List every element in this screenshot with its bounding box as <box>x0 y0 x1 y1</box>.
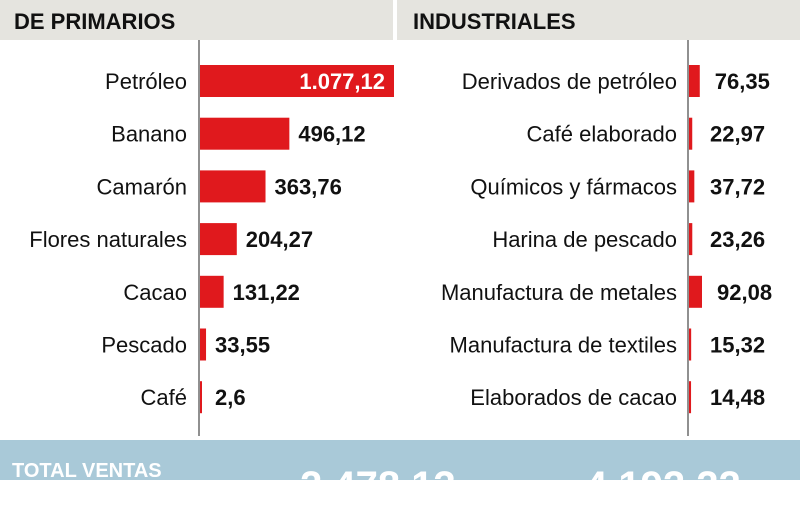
industriales-category-label: Químicos y fármacos <box>470 174 677 199</box>
industriales-value-label: 23,26 <box>710 227 765 252</box>
primarios-bar <box>200 381 202 414</box>
primarios-value-label: 204,27 <box>246 227 313 252</box>
primarios-bar <box>200 275 224 308</box>
primarios-value-label: 2,6 <box>215 385 246 410</box>
primarios-category-label: Cacao <box>123 280 187 305</box>
primarios-value-label: 33,55 <box>215 333 270 358</box>
primarios-category-label: Café <box>141 385 187 410</box>
industriales-bar <box>689 275 702 308</box>
total-sales-footer: TOTAL VENTAS 2.478,13 4.192,22 <box>0 440 800 508</box>
industriales-bar <box>689 223 693 256</box>
industriales-bar <box>689 328 692 361</box>
primarios-header: DE PRIMARIOS <box>0 0 393 40</box>
industriales-value-label: 37,72 <box>710 174 765 199</box>
industriales-category-label: Derivados de petróleo <box>462 69 677 94</box>
industriales-category-label: Café elaborado <box>527 122 677 147</box>
primarios-bar <box>200 328 207 361</box>
primarios-value-label: 496,12 <box>298 122 365 147</box>
industriales-value-label: 76,35 <box>715 69 770 94</box>
primarios-value-label: 363,76 <box>275 174 342 199</box>
industriales-category-label: Harina de pescado <box>492 227 677 252</box>
export-bar-charts: Petróleo 1.077,12 Banano 496,12 Camarón 363,7… <box>29 40 772 436</box>
primarios-title: DE PRIMARIOS <box>14 9 176 34</box>
primarios-bar <box>200 170 266 203</box>
primarios-value-label: 131,22 <box>233 280 300 305</box>
industriales-title: INDUSTRIALES <box>413 9 576 34</box>
primarios-category-label: Pescado <box>101 333 187 358</box>
industriales-value-label: 92,08 <box>717 280 772 305</box>
industriales-category-label: Manufactura de metales <box>441 280 677 305</box>
industriales-value-label: 22,97 <box>710 122 765 147</box>
industriales-header: INDUSTRIALES <box>397 0 800 40</box>
primarios-category-label: Flores naturales <box>29 227 187 252</box>
primarios-bar <box>200 223 237 256</box>
primarios-category-label: Banano <box>111 122 187 147</box>
industriales-category-label: Elaborados de cacao <box>470 385 677 410</box>
industriales-bar <box>689 117 693 150</box>
primarios-value-label: 1.077,12 <box>299 69 385 94</box>
industriales-value-label: 14,48 <box>710 385 765 410</box>
primarios-category-label: Camarón <box>97 174 187 199</box>
total-sales-label: TOTAL VENTAS <box>12 460 162 482</box>
total-primarios-value: 2.478,13 <box>300 464 456 508</box>
panel-divider <box>393 0 397 440</box>
primarios-category-label: Petróleo <box>105 69 187 94</box>
industriales-bar <box>689 381 692 414</box>
industriales-category-label: Manufactura de textiles <box>450 333 677 358</box>
industriales-bar <box>689 65 700 97</box>
primarios-bar <box>200 65 394 97</box>
industriales-value-label: 15,32 <box>710 333 765 358</box>
total-industriales-value: 4.192,22 <box>585 464 741 508</box>
primarios-bar <box>200 117 290 150</box>
industriales-bar <box>689 170 695 203</box>
